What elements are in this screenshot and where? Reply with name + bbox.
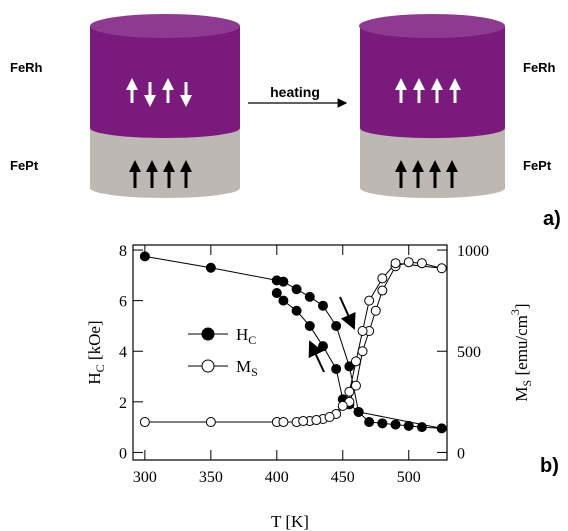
- direction-arrow: [340, 297, 354, 328]
- data-point: [417, 423, 426, 432]
- legend-label-part: C: [248, 333, 256, 347]
- layer-label: FeRh: [523, 60, 556, 75]
- data-point: [358, 327, 367, 336]
- data-point: [378, 419, 387, 428]
- panel-label: a): [543, 208, 561, 230]
- data-point: [279, 296, 288, 305]
- legend-label-part: S: [251, 365, 258, 379]
- x-tick-label: 400: [265, 469, 289, 486]
- data-point: [140, 252, 149, 261]
- x-tick-label: 300: [133, 469, 157, 486]
- data-point: [365, 418, 374, 427]
- data-point: [206, 418, 215, 427]
- y2-axis-label-part: S: [520, 380, 534, 387]
- series-line: [145, 256, 442, 428]
- data-point: [351, 357, 360, 366]
- x-tick-label: 500: [397, 469, 421, 486]
- plot-frame: [133, 245, 447, 460]
- data-point: [318, 342, 327, 351]
- data-point: [292, 306, 301, 315]
- y-axis-label: HC [kOe]: [85, 320, 107, 384]
- data-point: [391, 259, 400, 268]
- data-point: [391, 420, 400, 429]
- data-point: [404, 258, 413, 267]
- data-point: [279, 418, 288, 427]
- y-tick-label: 0: [119, 445, 127, 462]
- data-point: [404, 421, 413, 430]
- layer-label: FeRh: [10, 60, 43, 75]
- y-tick-label: 2: [119, 395, 127, 412]
- figure: heating FeRh FePt FeRh FePt a) b) 300 350…: [0, 0, 568, 531]
- data-point: [437, 264, 446, 273]
- cylinder-right: [359, 14, 505, 198]
- legend-label: HC: [236, 325, 256, 347]
- data-point: [299, 417, 308, 426]
- y2-axis-label-part: [emu/cm: [512, 315, 531, 380]
- y2-tick-label: 500: [457, 344, 481, 361]
- data-point: [292, 285, 301, 294]
- data-point: [358, 347, 367, 356]
- x-tick-label: 450: [331, 469, 355, 486]
- data-point: [338, 401, 347, 410]
- data-point: [378, 274, 387, 283]
- legend-marker: [202, 328, 214, 340]
- data-point: [345, 387, 354, 396]
- legend-label-part: M: [236, 357, 251, 376]
- data-point: [371, 306, 380, 315]
- data-point: [378, 286, 387, 295]
- legend-label-part: H: [236, 325, 248, 344]
- y-axis-label-part: H: [85, 372, 104, 384]
- data-point: [354, 407, 363, 416]
- data-point: [325, 413, 334, 422]
- data-point: [305, 292, 314, 301]
- y2-tick-label: 1000: [457, 243, 489, 260]
- y2-axis-label: MS [emu/cm3]: [508, 303, 534, 401]
- data-point: [272, 289, 281, 298]
- y-tick-label: 8: [119, 243, 127, 260]
- cylinder-left: [90, 14, 240, 198]
- data-point: [312, 416, 321, 425]
- y2-axis-label-part: M: [512, 386, 531, 401]
- panel-label: b): [540, 455, 559, 477]
- x-tick-label: 350: [199, 469, 223, 486]
- data-point: [305, 321, 314, 330]
- x-axis-label: T [K]: [271, 512, 309, 531]
- y2-tick-label: 0: [457, 445, 465, 462]
- legend-label: MS: [236, 357, 258, 379]
- data-point: [206, 263, 215, 272]
- data-point: [332, 321, 341, 330]
- legend-marker: [202, 360, 214, 372]
- y-tick-label: 4: [119, 344, 127, 361]
- layer-label: FePt: [10, 158, 39, 173]
- y-tick-label: 6: [119, 294, 127, 311]
- data-point: [140, 418, 149, 427]
- y-axis-label-part: C: [93, 364, 107, 372]
- data-point: [279, 277, 288, 286]
- layer-label: FePt: [523, 158, 552, 173]
- data-point: [332, 364, 341, 373]
- data-point: [318, 301, 327, 310]
- arrow-label: heating: [270, 84, 320, 100]
- y-axis-label-part: [kOe]: [85, 320, 104, 364]
- data-point: [437, 424, 446, 433]
- data-point: [417, 259, 426, 268]
- y2-axis-label-part: ]: [512, 303, 531, 309]
- data-point: [365, 296, 374, 305]
